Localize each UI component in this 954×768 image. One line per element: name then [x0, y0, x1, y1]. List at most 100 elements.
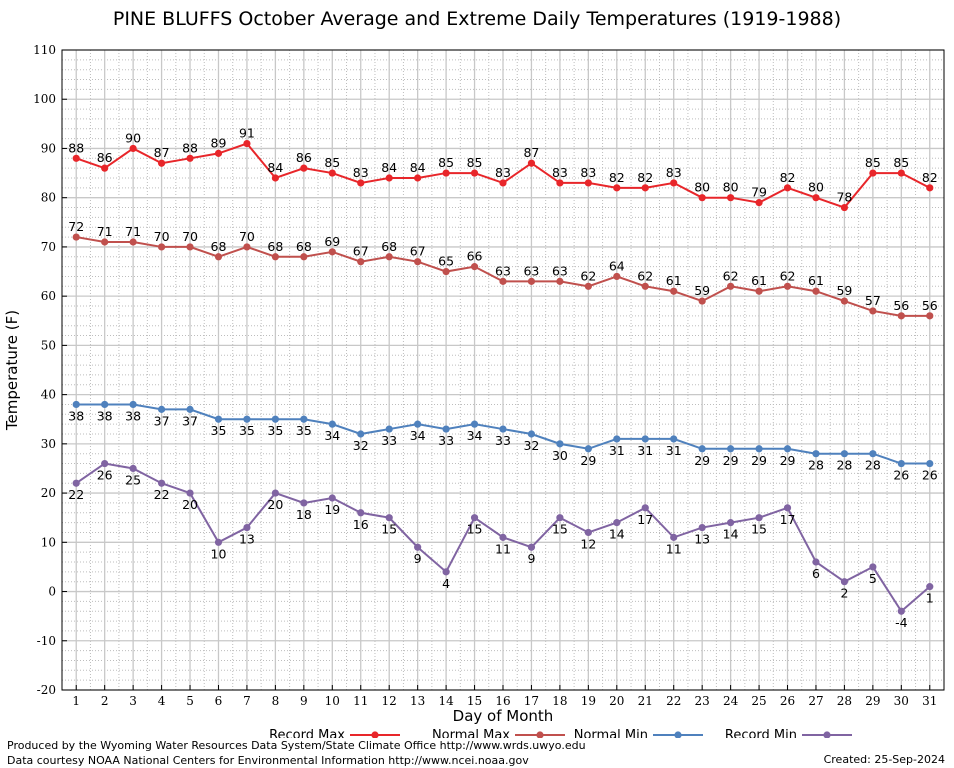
- data-label: 15: [751, 522, 767, 537]
- data-label: 37: [154, 413, 170, 428]
- data-label: 15: [467, 522, 483, 537]
- y-tick-label: 50: [41, 338, 56, 352]
- data-point: [357, 179, 365, 187]
- data-point: [641, 184, 649, 192]
- data-point: [271, 174, 279, 182]
- data-label: 70: [182, 229, 198, 244]
- data-point: [698, 194, 706, 202]
- x-tick-label: 19: [581, 694, 596, 708]
- data-point: [186, 243, 194, 251]
- data-point: [584, 179, 592, 187]
- data-label: 63: [552, 263, 568, 278]
- data-point: [897, 312, 905, 320]
- data-point: [470, 263, 479, 271]
- data-label: 61: [808, 273, 824, 288]
- data-label: 33: [438, 433, 454, 448]
- data-point: [101, 400, 109, 409]
- data-point: [783, 184, 792, 192]
- data-label: 31: [637, 443, 653, 458]
- y-tick-label: 20: [41, 486, 56, 500]
- legend: Record Max Normal Max Normal Min Record Min: [269, 728, 852, 738]
- data-point: [783, 282, 792, 290]
- data-point: [897, 459, 905, 468]
- data-label: 62: [580, 268, 596, 283]
- x-tick-label: 17: [524, 694, 539, 708]
- data-label: 16: [353, 517, 369, 532]
- data-point: [755, 287, 763, 295]
- data-label: 90: [125, 130, 141, 145]
- x-tick-label: 3: [129, 694, 137, 708]
- x-tick-label: 25: [751, 694, 766, 708]
- data-label: 82: [780, 170, 796, 185]
- x-tick-label: 9: [300, 694, 308, 708]
- data-point: [727, 519, 735, 527]
- data-label: 86: [97, 150, 113, 165]
- data-label: 84: [410, 160, 426, 175]
- data-label: 6: [812, 566, 820, 581]
- data-point: [499, 277, 507, 285]
- y-tick-label: 110: [33, 43, 56, 57]
- x-tick-label: 22: [666, 694, 681, 708]
- chart-title: PINE BLUFFS October Average and Extreme …: [112, 8, 842, 30]
- data-point: [72, 233, 80, 241]
- y-tick-label: 40: [41, 388, 56, 402]
- data-label: 29: [580, 453, 596, 468]
- x-tick-label: 30: [894, 694, 909, 708]
- data-label: 62: [780, 268, 796, 283]
- data-label: 83: [495, 165, 511, 180]
- data-label: 13: [694, 532, 710, 547]
- x-tick-label: 31: [922, 694, 937, 708]
- series-normal-max: 72 71 71 70 70 68 70 68 68 69 67 68 67 65 66 63 63 63 62 64…: [68, 219, 938, 320]
- data-point: [271, 253, 279, 261]
- data-label: 38: [97, 408, 113, 423]
- data-point: [186, 154, 194, 162]
- data-point: [328, 169, 336, 177]
- data-point: [584, 445, 592, 453]
- data-label: 18: [296, 507, 312, 522]
- data-label: 4: [442, 576, 450, 591]
- data-label: 35: [267, 423, 283, 438]
- data-point: [527, 277, 536, 285]
- data-label: 80: [723, 180, 739, 195]
- data-point: [385, 174, 393, 182]
- data-point: [613, 272, 621, 281]
- data-label: 78: [836, 190, 852, 205]
- x-tick-label: 8: [272, 694, 280, 708]
- legend-label: Record Max: [269, 728, 345, 738]
- data-point: [584, 528, 592, 537]
- data-point: [869, 169, 877, 177]
- data-point: [556, 514, 564, 522]
- data-point: [926, 312, 934, 320]
- data-label: 31: [666, 443, 682, 458]
- data-label: 14: [723, 527, 739, 542]
- x-tick-label: 23: [695, 694, 710, 708]
- y-tick-label: 0: [48, 585, 56, 599]
- data-label: 66: [467, 249, 483, 264]
- data-point: [300, 499, 308, 507]
- data-label: 85: [865, 155, 881, 170]
- data-point: [812, 450, 820, 458]
- series-normal-min: 38 38 38 37 37 35 35 35 35 34 32 33 34 33 34 33 32 30 29 31…: [68, 400, 938, 483]
- data-point: [214, 149, 223, 157]
- data-label: 82: [922, 170, 938, 185]
- data-point: [101, 459, 109, 468]
- data-point: [499, 425, 507, 433]
- data-label: 2: [840, 586, 848, 601]
- legend-label: Record Min: [725, 728, 797, 738]
- data-point: [897, 169, 905, 177]
- data-label: 20: [267, 497, 283, 512]
- data-point: [641, 504, 649, 512]
- data-point: [727, 282, 735, 290]
- legend-label: Normal Min: [574, 728, 648, 738]
- x-tick-label: 15: [467, 694, 482, 708]
- data-point: [300, 164, 308, 172]
- data-point: [357, 430, 365, 438]
- grid: [62, 49, 944, 691]
- data-point: [414, 543, 422, 551]
- x-tick-label: 16: [495, 694, 510, 708]
- data-label: 29: [723, 453, 739, 468]
- data-label: 37: [182, 413, 198, 428]
- data-point: [727, 445, 735, 453]
- data-point: [72, 154, 80, 162]
- data-label: 11: [495, 541, 511, 556]
